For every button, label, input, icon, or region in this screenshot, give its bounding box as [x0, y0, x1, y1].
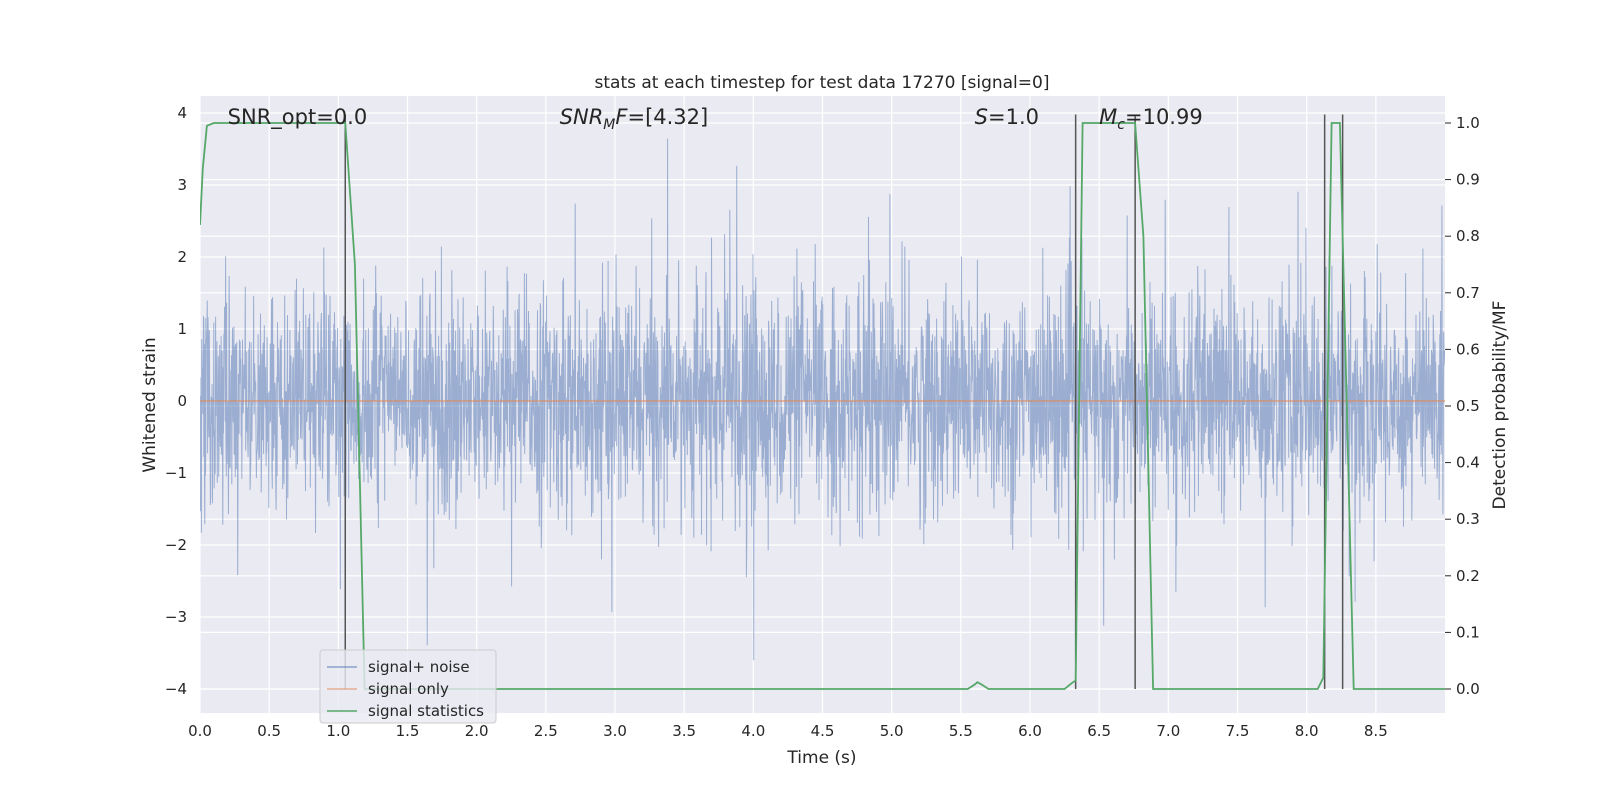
- plot-area: [200, 114, 1445, 690]
- y-tick-label: −3: [165, 608, 187, 626]
- x-tick-label: 4.5: [811, 722, 835, 740]
- x-tick-label: 7.0: [1156, 722, 1180, 740]
- x-tick-label: 3.0: [603, 722, 627, 740]
- y-tick-label-right: 0.8: [1456, 227, 1480, 245]
- legend-box: [319, 649, 497, 724]
- y-tick-label: −4: [165, 680, 187, 698]
- y-tick-label: 0: [177, 392, 187, 410]
- x-tick-label: 8.0: [1295, 722, 1319, 740]
- annotation-text: S=1.0: [975, 105, 1039, 129]
- y-tick-label: 1: [177, 320, 187, 338]
- y-axis-left: 4 3 2 1 0 −1 −2 −3 −4: [165, 104, 187, 698]
- x-tick-label: 6.0: [1018, 722, 1042, 740]
- y-tick-label-right: 0.0: [1456, 680, 1480, 698]
- y-tick-label-right: 0.2: [1456, 567, 1480, 585]
- y-tick-label: 4: [177, 104, 187, 122]
- x-tick-label: 1.0: [326, 722, 350, 740]
- x-tick-label: 5.5: [949, 722, 973, 740]
- y-tick-label-right: 0.1: [1456, 623, 1480, 641]
- annotation-text: SNRMF=[4.32]: [560, 105, 709, 133]
- y-tick-label: −1: [165, 464, 187, 482]
- legend-label: signal only: [368, 680, 449, 698]
- y-tick-label-right: 0.5: [1456, 397, 1480, 415]
- series-signal-noise: [200, 138, 1445, 661]
- y-tick-label-right: 0.6: [1456, 340, 1480, 358]
- series-signal-statistics: [200, 122, 1445, 690]
- x-axis-label: Time (s): [786, 748, 856, 768]
- y-tick-label-right: 0.4: [1456, 454, 1480, 472]
- y-tick-label: 2: [177, 248, 187, 266]
- y-tick-label-right: 0.9: [1456, 171, 1480, 189]
- y-tick-label-right: 1.0: [1456, 114, 1480, 132]
- x-tick-label: 6.5: [1087, 722, 1111, 740]
- annotation-text: SNR_opt=0.0: [228, 105, 368, 130]
- legend-label: signal statistics: [368, 702, 484, 720]
- y-tick-label: 3: [177, 176, 187, 194]
- x-tick-label: 2.0: [465, 722, 489, 740]
- chart-title: stats at each timestep for test data 172…: [595, 73, 1050, 93]
- x-tick-label: 8.5: [1364, 722, 1388, 740]
- x-tick-label: 7.5: [1226, 722, 1250, 740]
- x-tick-label: 0.0: [188, 722, 212, 740]
- x-tick-label: 3.5: [672, 722, 696, 740]
- x-tick-label: 2.5: [534, 722, 558, 740]
- x-tick-label: 5.0: [880, 722, 904, 740]
- annotations: SNR_opt=0.0 SNRMF=[4.32] S=1.0 Mc=10.99: [228, 105, 1203, 133]
- x-axis: 0.0 0.5 1.0 1.5 2.0 2.5 3.0 3.5 4.0 4.5 5.0 5.5 6.0 6…: [188, 722, 1388, 740]
- y-axis-label: Whitened strain: [140, 337, 160, 472]
- y-tick-label-right: 0.3: [1456, 510, 1480, 528]
- x-tick-label: 1.5: [396, 722, 420, 740]
- legend: signal+ noise signal only signal statistic…: [319, 649, 497, 724]
- x-tick-label: 4.0: [741, 722, 765, 740]
- y-axis-label-right: Detection probability/MF: [1490, 301, 1510, 510]
- legend-label: signal+ noise: [368, 658, 470, 676]
- y-tick-label: −2: [165, 536, 187, 554]
- y-axis-right: 1.0 0.9 0.8 0.7 0.6 0.5 0.4 0.3 0.2 0.1 0.0: [1445, 114, 1480, 698]
- x-tick-label: 0.5: [257, 722, 281, 740]
- annotation-text: Mc=10.99: [1099, 105, 1203, 133]
- y-tick-label-right: 0.7: [1456, 284, 1480, 302]
